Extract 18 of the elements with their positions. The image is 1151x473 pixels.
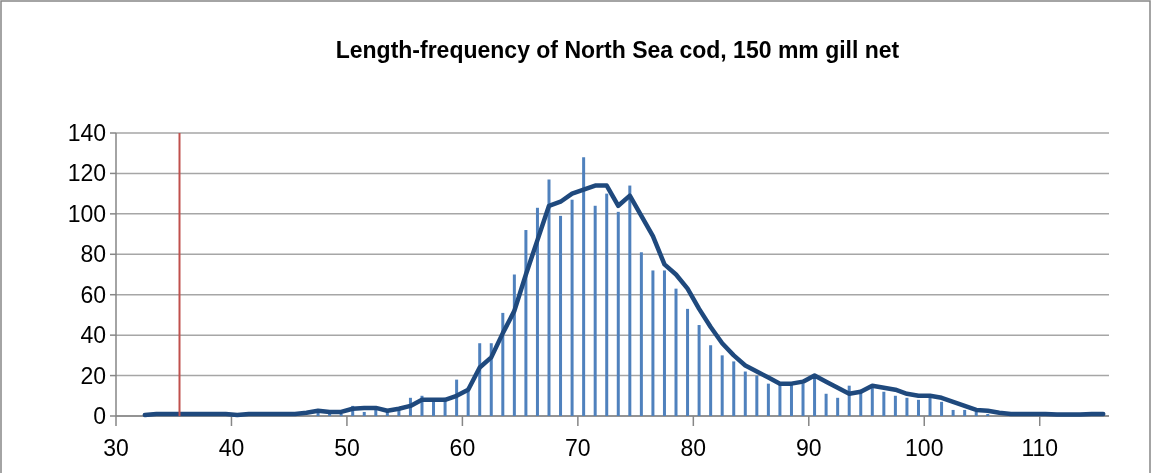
y-tick-label: 20 xyxy=(80,362,106,389)
x-tick-label: 40 xyxy=(218,435,245,461)
x-tick-label: 30 xyxy=(103,435,129,461)
x-tick-label: 60 xyxy=(449,435,476,461)
x-tick-label: 50 xyxy=(334,435,360,461)
x-tick-label: 110 xyxy=(1021,435,1059,461)
y-tick-label: 0 xyxy=(93,403,106,430)
y-tick-label: 120 xyxy=(67,160,106,187)
x-tick-label: 70 xyxy=(565,435,591,461)
y-tick-label: 40 xyxy=(80,322,106,349)
x-tick-label: 80 xyxy=(680,435,707,461)
y-tick-label: 100 xyxy=(67,200,106,227)
x-tick-label: 90 xyxy=(795,435,822,461)
y-tick-label: 60 xyxy=(80,281,106,308)
y-tick-label: 80 xyxy=(80,241,106,268)
y-tick-label: 140 xyxy=(67,120,106,147)
chart-title: Length-frequency of North Sea cod, 150 mm gill net xyxy=(335,37,900,63)
x-tick-label: 100 xyxy=(905,435,944,461)
